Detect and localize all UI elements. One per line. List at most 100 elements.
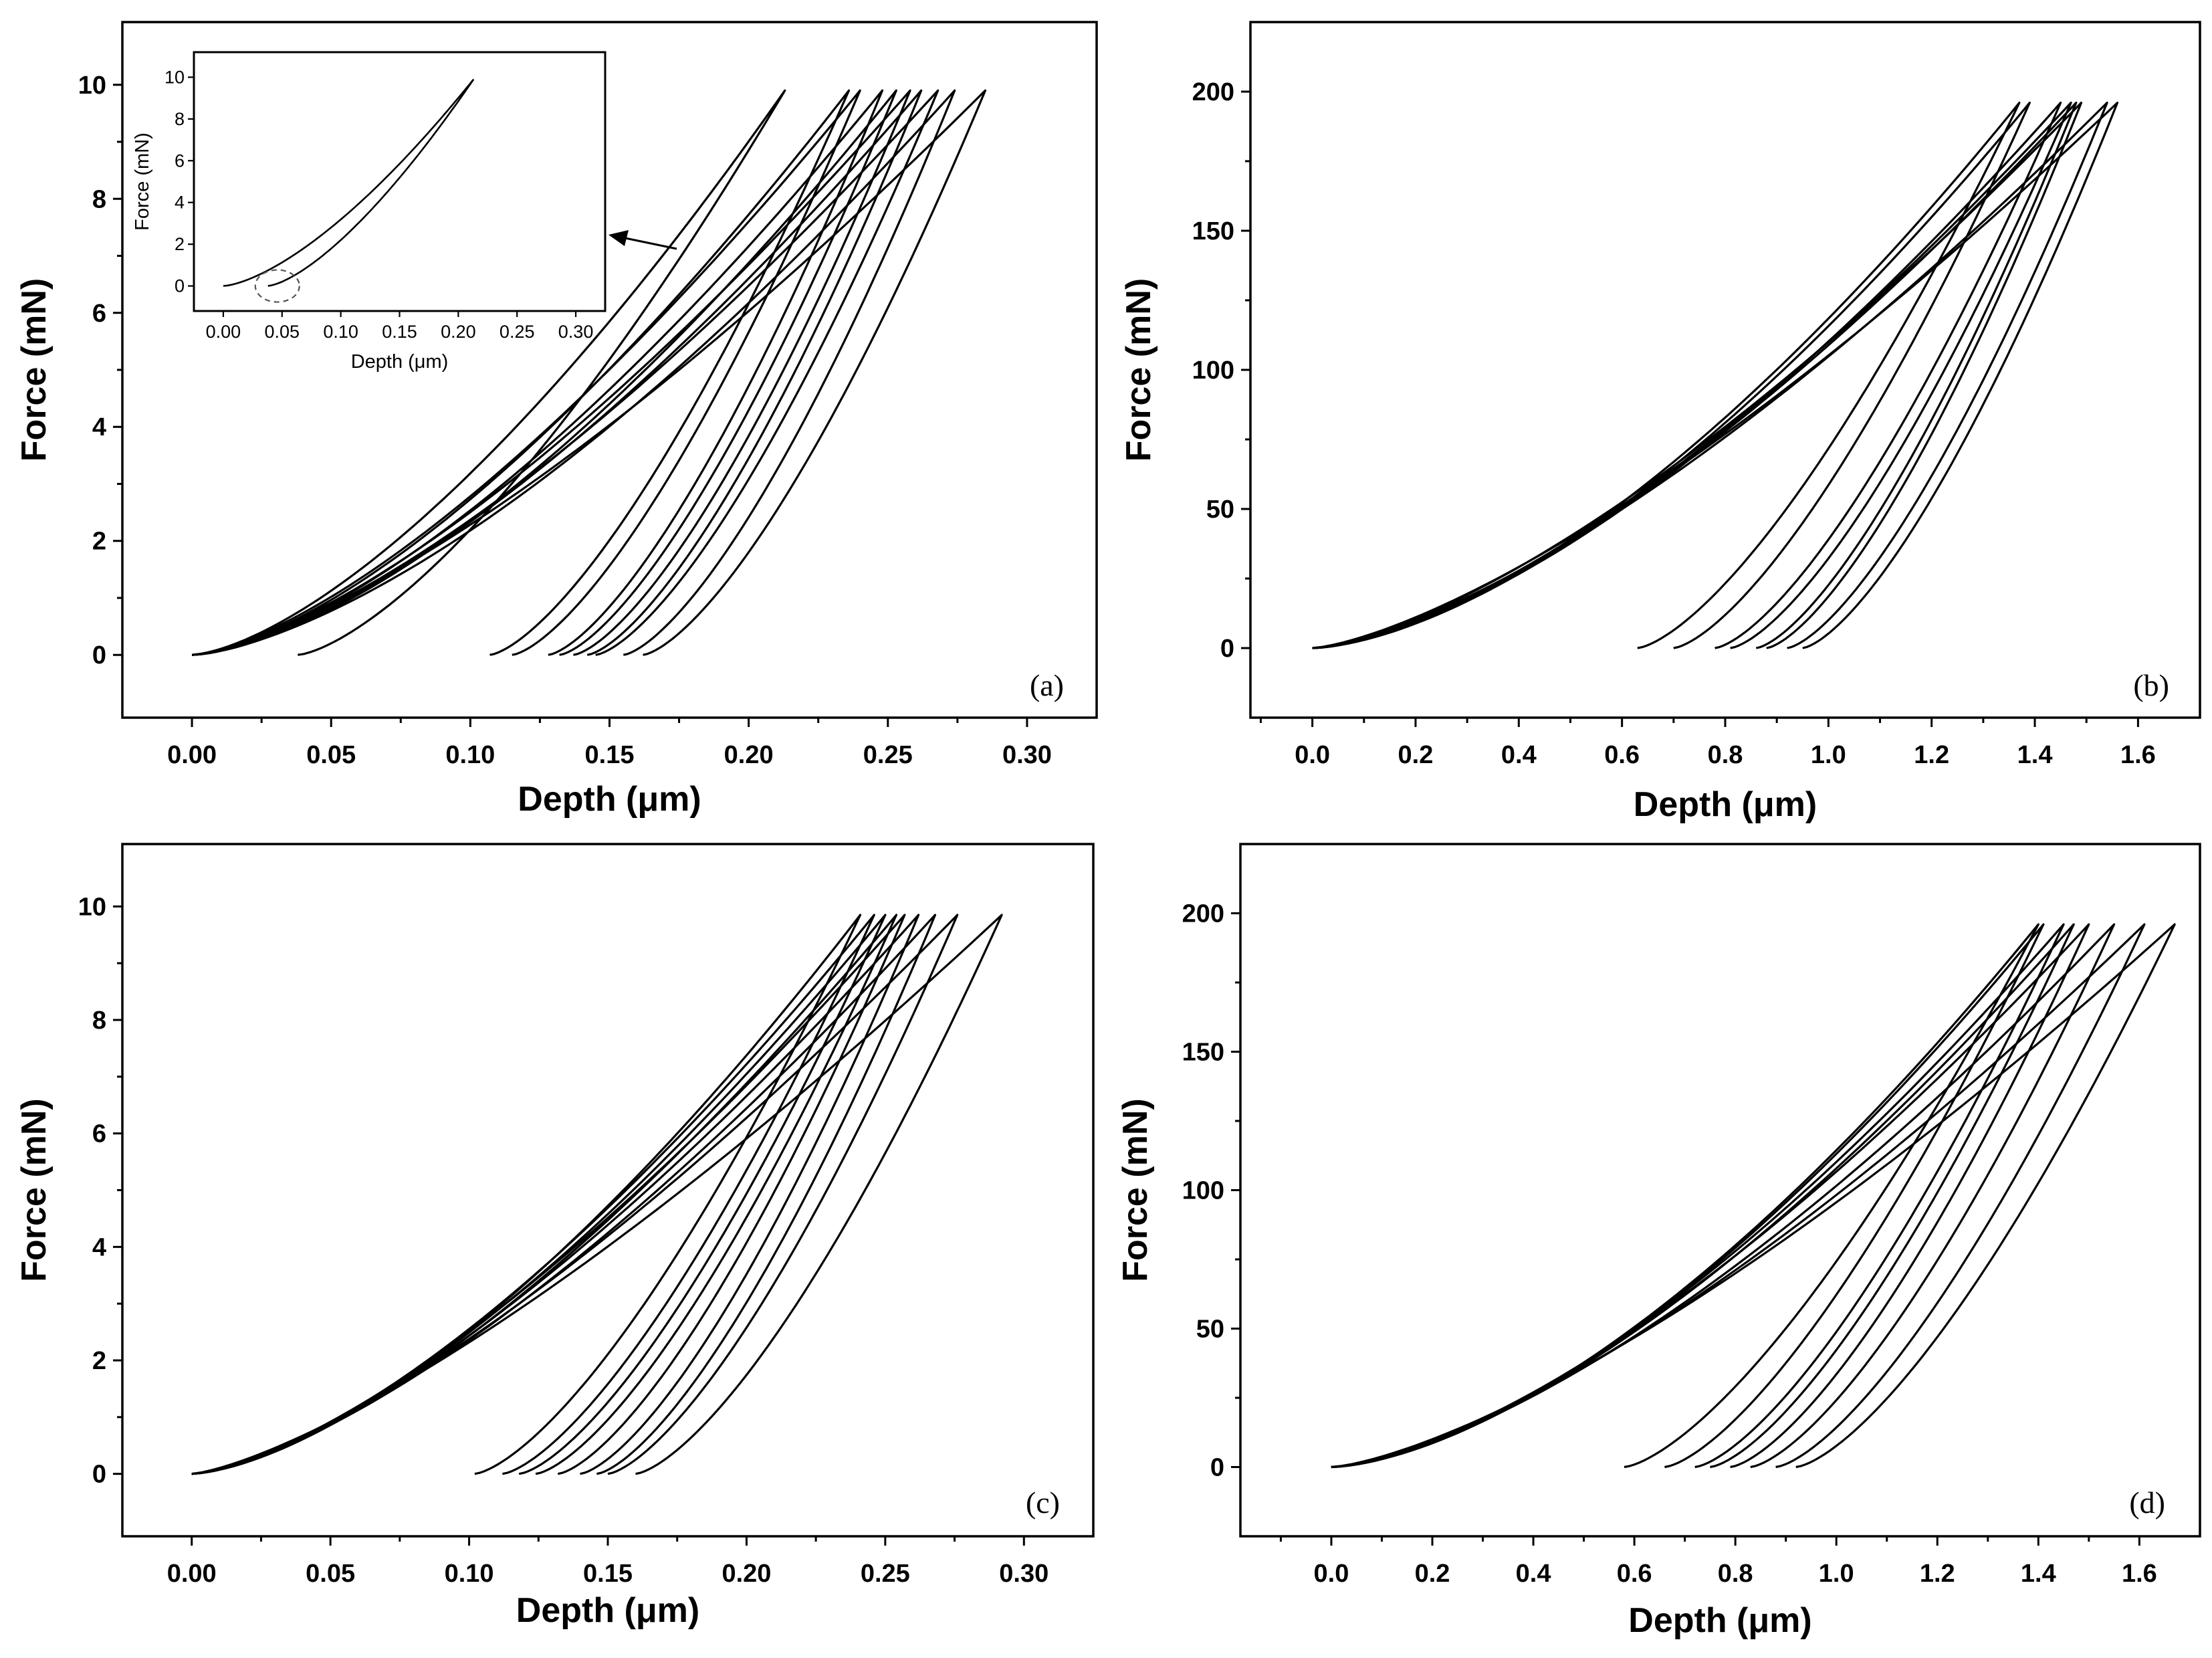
x-tick-label: 0.30 (1002, 741, 1052, 769)
y-tick-label: 10 (78, 72, 106, 100)
inset-x-tick-label: 0.00 (206, 322, 241, 342)
series-line-6 (191, 89, 911, 656)
y-tick-label: 50 (1206, 496, 1234, 524)
y-tick-label: 8 (92, 1007, 106, 1035)
x-axis-label: Depth (μm) (516, 1591, 699, 1630)
x-tick-label: 0.20 (724, 741, 774, 769)
series-line-6 (1312, 102, 2083, 649)
series-line-6 (1331, 923, 2116, 1469)
y-axis-label: Force (mN) (1116, 1098, 1155, 1281)
x-tick-label: 0.15 (585, 741, 635, 769)
series-line-8 (1312, 102, 2119, 649)
x-tick-label: 0.0 (1295, 741, 1330, 769)
x-tick-label: 1.6 (2122, 1560, 2157, 1588)
x-tick-label: 1.2 (1914, 741, 1949, 769)
series-group (1331, 923, 2176, 1469)
y-tick-label: 100 (1192, 356, 1234, 385)
y-axis-label: Force (mN) (15, 1098, 53, 1281)
x-tick-label: 0.05 (306, 741, 356, 769)
series-line-10 (191, 89, 987, 656)
series-line-3 (1312, 102, 2062, 649)
x-tick-label: 0.8 (1718, 1560, 1753, 1588)
x-tick-label: 0.00 (167, 741, 217, 769)
inset-x-tick-label: 0.10 (323, 322, 358, 342)
y-tick-label: 0 (1210, 1454, 1224, 1482)
series-line-7 (1331, 923, 2146, 1469)
series-line-1 (1331, 923, 2039, 1469)
x-axis-label: Depth (μm) (1628, 1601, 1811, 1640)
series-group (191, 914, 1003, 1475)
x-tick-label: 0.4 (1501, 741, 1537, 769)
x-tick-label: 1.2 (1920, 1560, 1955, 1588)
x-tick-label: 0.0 (1314, 1560, 1349, 1588)
series-group (1312, 102, 2119, 649)
inset-pointer-arrowhead (609, 230, 629, 246)
x-tick-label: 0.25 (861, 1560, 910, 1588)
series-line-6 (191, 914, 920, 1475)
x-axis-label: Depth (μm) (1634, 785, 1817, 824)
series-line-2 (1312, 102, 2031, 649)
inset-x-tick-label: 0.15 (382, 322, 417, 342)
series-line-1 (191, 89, 786, 656)
inset-frame (193, 51, 606, 312)
series-line-8 (1331, 923, 2176, 1469)
y-tick-label: 0 (92, 1461, 106, 1489)
inset-y-tick-label: 0 (175, 276, 185, 296)
x-tick-label: 1.0 (1819, 1560, 1854, 1588)
x-tick-label: 0.6 (1617, 1560, 1652, 1588)
x-tick-label: 0.15 (583, 1560, 633, 1588)
x-tick-label: 1.4 (2021, 1560, 2056, 1588)
x-tick-label: 1.6 (2120, 741, 2156, 769)
x-tick-label: 0.6 (1604, 741, 1640, 769)
x-axis-label: Depth (μm) (518, 780, 701, 819)
y-tick-label: 2 (92, 1347, 106, 1375)
series-line-3 (191, 914, 887, 1475)
inset-x-axis-label: Depth (μm) (351, 351, 449, 373)
y-tick-label: 6 (92, 300, 106, 328)
series-line-1 (1312, 102, 2021, 649)
x-tick-label: 1.0 (1811, 741, 1846, 769)
inset-y-tick-label: 10 (164, 67, 185, 87)
inset-y-tick-label: 2 (175, 234, 185, 254)
panel-c: 0.00 0.05 0.10 0.15 0.20 0.25 0.30 0 2 4 6 8 10 Depth… (15, 843, 1095, 1630)
y-tick-label: 0 (1220, 635, 1234, 663)
inset-y-tick-label: 6 (175, 150, 185, 171)
series-line-9 (191, 89, 956, 656)
x-tick-label: 0.4 (1516, 1560, 1551, 1588)
panel-label: (c) (1026, 1485, 1060, 1520)
y-tick-label: 8 (92, 185, 106, 213)
x-tick-label: 0.20 (722, 1560, 771, 1588)
y-tick-label: 50 (1196, 1316, 1224, 1344)
inset-chart: 0.00 0.05 0.10 0.15 0.20 0.25 0.30 0 2 4 6 8 10 Depth… (132, 51, 606, 373)
panel-a: 0.00 0.05 0.10 0.15 0.20 0.25 0.30 0 2 4 6 8 10 Depth… (15, 21, 1098, 819)
inset-pointer-arrow (625, 237, 677, 250)
series-line-9 (191, 914, 1003, 1475)
x-tick-label: 0.8 (1708, 741, 1743, 769)
x-tick-label: 0.05 (306, 1560, 355, 1588)
series-line-4 (1331, 923, 2075, 1469)
series-line-8 (191, 914, 959, 1475)
inset-x-tick-label: 0.20 (441, 322, 476, 342)
x-tick-label: 0.10 (445, 741, 495, 769)
x-tick-label: 0.10 (445, 1560, 494, 1588)
x-tick-label: 0.30 (999, 1560, 1048, 1588)
series-line-4 (1312, 102, 2072, 649)
panel-b: 0.0 0.2 0.4 0.6 0.8 1.0 1.2 1.4 1.6 0 50 100 150 200 D… (1119, 21, 2201, 824)
inset-y-tick-label: 4 (175, 193, 185, 213)
y-axis-label: Force (mN) (1119, 278, 1158, 461)
plot-frame (121, 843, 1095, 1538)
inset-y-tick-label: 8 (175, 109, 185, 129)
series-line-5 (191, 914, 906, 1475)
series-line-8 (191, 89, 939, 656)
y-tick-label: 4 (92, 413, 106, 441)
series-group (191, 89, 987, 656)
y-tick-label: 6 (92, 1120, 106, 1148)
series-line-2 (191, 89, 851, 656)
inset-x-tick-label: 0.30 (558, 322, 594, 342)
y-tick-label: 10 (78, 893, 106, 921)
inset-x-tick-label: 0.25 (500, 322, 535, 342)
y-tick-label: 200 (1182, 900, 1224, 928)
series-line-5 (1331, 923, 2090, 1469)
x-tick-label: 0.2 (1415, 1560, 1450, 1588)
x-tick-label: 0.25 (863, 741, 913, 769)
